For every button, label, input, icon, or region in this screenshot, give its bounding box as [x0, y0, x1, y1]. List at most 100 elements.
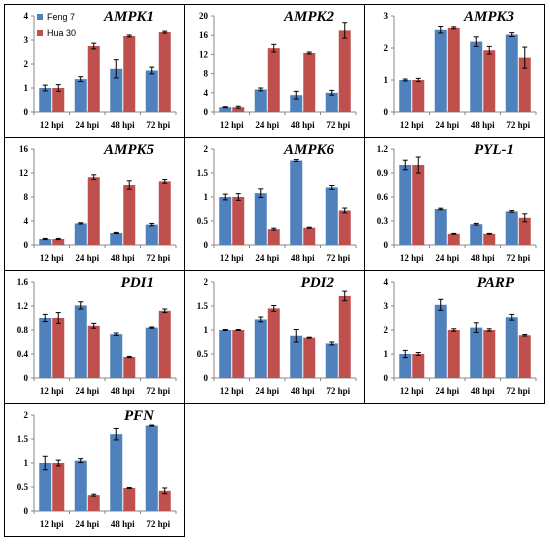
bar-hua30: [338, 30, 351, 112]
x-tick-label: 24 hpi: [255, 253, 279, 263]
y-tick-label: 0: [384, 107, 389, 117]
y-tick-label: 0.6: [377, 192, 389, 202]
y-tick-label: 0.3: [377, 216, 389, 226]
x-tick-label: 12 hpi: [400, 386, 424, 396]
x-tick-label: 48 hpi: [291, 253, 315, 263]
y-tick-label: 0: [384, 373, 389, 383]
y-tick-label: 0.5: [17, 482, 29, 492]
x-tick-label: 12 hpi: [40, 253, 64, 263]
y-tick-label: 1: [384, 349, 389, 359]
plot-area: 0 1 2 3 4 12 hpi 24 hpi 48 hpi 72 hpi Feng 7 Hua 3…: [24, 11, 177, 130]
bar-hua30: [267, 48, 280, 112]
panel-ampk1: AMPK1 0 1 2 3 4 12 hpi 24 hpi 48 hpi 72 hpi Feng 7…: [4, 4, 185, 138]
y-tick-label: 3: [384, 11, 389, 21]
bar-feng7: [219, 107, 232, 112]
x-tick-label: 24 hpi: [75, 386, 99, 396]
bar-hua30: [412, 80, 425, 112]
x-tick-label: 72 hpi: [146, 253, 170, 263]
y-tick-label: 0: [24, 107, 29, 117]
bar-feng7: [145, 70, 158, 112]
y-tick-label: 1.5: [197, 168, 209, 178]
x-tick-label: 72 hpi: [146, 519, 170, 529]
y-tick-label: 0: [204, 240, 209, 250]
y-tick-label: 1: [384, 75, 389, 85]
bar-hua30: [52, 318, 65, 378]
legend-label: Feng 7: [47, 12, 75, 22]
bar-hua30: [123, 357, 136, 378]
bar-feng7: [254, 89, 267, 112]
y-tick-label: 0.4: [17, 349, 29, 359]
x-tick-label: 12 hpi: [220, 253, 244, 263]
x-tick-label: 12 hpi: [220, 386, 244, 396]
x-tick-label: 72 hpi: [326, 253, 350, 263]
bar-feng7: [399, 80, 412, 112]
y-tick-label: 4: [204, 88, 209, 98]
y-tick-label: 0: [24, 373, 29, 383]
bar-hua30: [412, 165, 425, 245]
x-tick-label: 72 hpi: [146, 386, 170, 396]
bar-hua30: [447, 233, 460, 245]
gene-title: AMPK5: [103, 142, 155, 158]
bar-feng7: [254, 319, 267, 378]
bar-hua30: [232, 197, 245, 245]
chart-svg: PARP 0 1 2 3 4 12 hpi 24 hpi 48 hpi 72 hpi: [364, 270, 545, 404]
bar-feng7: [325, 187, 338, 245]
y-tick-label: 2: [24, 410, 29, 420]
y-tick-label: 0.8: [17, 325, 29, 335]
bar-feng7: [290, 335, 303, 378]
y-tick-label: 20: [199, 11, 209, 21]
bar-feng7: [74, 223, 87, 245]
chart-svg: AMPK2 0 4 8 12 16 20 12 hpi 24 hpi 48 hpi 72 hpi: [184, 4, 365, 138]
chart-svg: PDI1 0 0.4 0.8 1.2 1.6 12 hpi 24 hpi 48 hpi 72 hp…: [4, 270, 185, 404]
bar-feng7: [399, 354, 412, 378]
x-tick-label: 24 hpi: [435, 253, 459, 263]
chart-svg: AMPK3 0 1 2 3 12 hpi 24 hpi 48 hpi 72 hpi: [364, 4, 545, 138]
bar-feng7: [325, 343, 338, 378]
x-tick-label: 72 hpi: [326, 120, 350, 130]
bar-hua30: [483, 330, 496, 378]
bar-feng7: [39, 88, 52, 112]
y-tick-label: 0: [384, 240, 389, 250]
legend-swatch: [37, 30, 43, 36]
bar-hua30: [518, 57, 531, 112]
bar-hua30: [123, 35, 136, 112]
y-tick-label: 0: [204, 373, 209, 383]
y-tick-label: 3: [384, 301, 389, 311]
y-tick-label: 2: [204, 277, 209, 287]
bar-feng7: [145, 425, 158, 511]
x-tick-label: 12 hpi: [400, 120, 424, 130]
bar-hua30: [447, 27, 460, 113]
plot-area: 0 4 8 12 16 12 hpi 24 hpi 48 hpi 72 hpi: [19, 144, 177, 263]
bar-feng7: [110, 233, 123, 245]
bar-hua30: [158, 310, 171, 378]
x-tick-label: 48 hpi: [471, 120, 495, 130]
panel-pfn: PFN 0 0.5 1 1.5 2 12 hpi 24 hpi 48 hpi 72 hpi: [4, 403, 185, 537]
y-tick-label: 0.5: [197, 216, 209, 226]
gene-title: PDI2: [301, 275, 335, 291]
bar-feng7: [110, 68, 123, 112]
panel-ampk2: AMPK2 0 4 8 12 16 20 12 hpi 24 hpi 48 hpi 72 hpi: [184, 4, 365, 138]
x-tick-label: 48 hpi: [291, 386, 315, 396]
bar-hua30: [87, 325, 100, 378]
chart-svg: PDI2 0 0.5 1 1.5 2 12 hpi 24 hpi 48 hpi 72 hpi: [184, 270, 365, 404]
panel-parp: PARP 0 1 2 3 4 12 hpi 24 hpi 48 hpi 72 hpi: [364, 270, 545, 404]
x-tick-label: 12 hpi: [220, 120, 244, 130]
bar-feng7: [470, 224, 483, 245]
y-tick-label: 12: [199, 49, 209, 59]
x-tick-label: 24 hpi: [255, 120, 279, 130]
gene-title: PYL-1: [474, 142, 514, 158]
gene-title: AMPK3: [463, 9, 515, 25]
x-tick-label: 24 hpi: [255, 386, 279, 396]
bar-feng7: [74, 79, 87, 112]
y-tick-label: 1.6: [17, 277, 29, 287]
y-tick-label: 0: [24, 506, 29, 516]
plot-area: 0 0.5 1 1.5 2 12 hpi 24 hpi 48 hpi 72 hpi: [197, 277, 357, 396]
y-tick-label: 0: [204, 107, 209, 117]
bar-hua30: [518, 335, 531, 378]
bar-hua30: [52, 239, 65, 245]
bar-hua30: [232, 330, 245, 378]
y-tick-label: 1: [204, 192, 209, 202]
plot-area: 0 0.5 1 1.5 2 12 hpi 24 hpi 48 hpi 72 hpi: [17, 410, 177, 529]
bar-feng7: [470, 41, 483, 112]
